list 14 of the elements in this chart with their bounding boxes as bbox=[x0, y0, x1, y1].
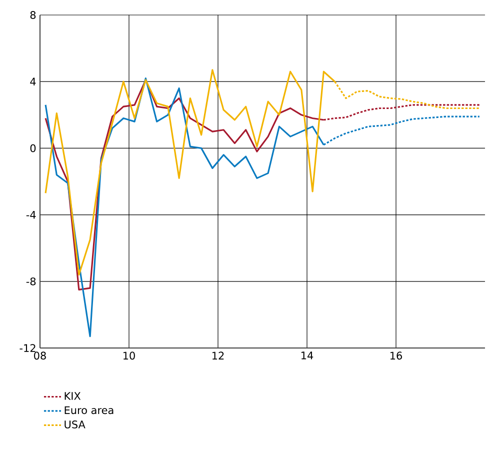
y-tick-label: 4 bbox=[30, 78, 36, 86]
y-tick-label: 8 bbox=[30, 11, 36, 19]
y-tick-label: -8 bbox=[26, 277, 36, 286]
legend-label: USA bbox=[64, 420, 86, 428]
legend-label: KIX bbox=[64, 392, 81, 400]
y-tick-label: 0 bbox=[30, 144, 36, 152]
x-tick-label: 14 bbox=[301, 352, 314, 360]
y-tick-label: -12 bbox=[20, 344, 36, 352]
y-tick-label: -4 bbox=[26, 210, 36, 219]
x-tick-label: 08 bbox=[34, 352, 46, 360]
x-tick-label: 10 bbox=[123, 352, 135, 360]
legend-label: Euro area bbox=[64, 406, 114, 414]
x-tick-label: 16 bbox=[390, 352, 402, 360]
x-tick-label: 12 bbox=[212, 352, 224, 360]
